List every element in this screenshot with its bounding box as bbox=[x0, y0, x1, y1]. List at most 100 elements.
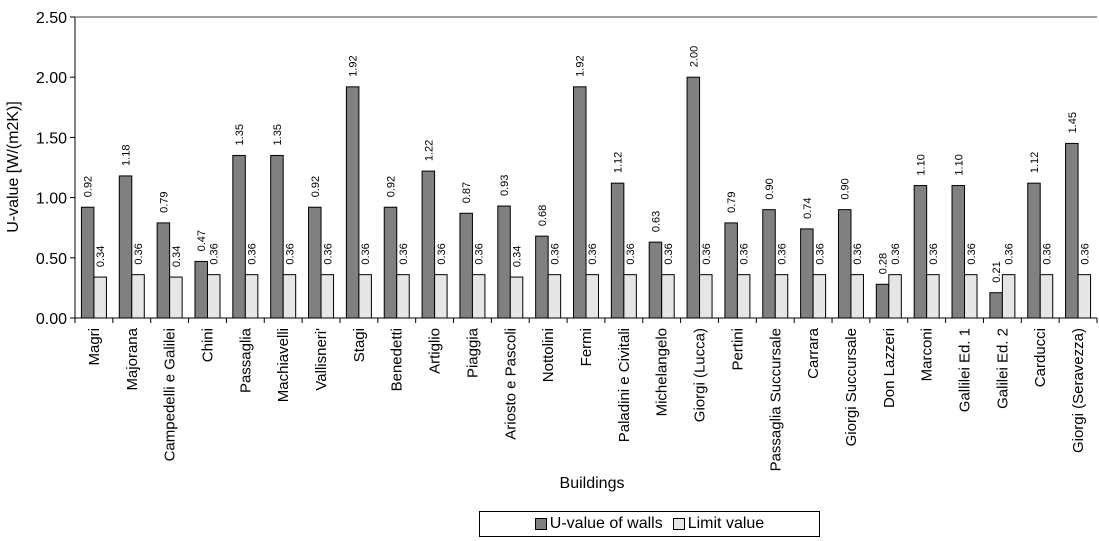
category-label: Stagi bbox=[351, 328, 368, 362]
bar-u-value bbox=[459, 212, 473, 319]
bar-limit-value bbox=[434, 274, 448, 319]
bar-u-value bbox=[837, 209, 852, 319]
category-labels: Magri Majorana Campedelli e Galilei Chini Pa… bbox=[74, 318, 1098, 471]
data-label-u-value: 0.92 bbox=[385, 176, 397, 197]
bar-limit-value bbox=[320, 274, 335, 319]
bar-limit-value bbox=[964, 274, 978, 319]
legend-item-walls: U-value of walls bbox=[534, 515, 663, 533]
category-label: Paladini e Civitali bbox=[616, 328, 633, 442]
category-label: Passaglia Succursale bbox=[767, 328, 784, 471]
y-tick-label: 2.50 bbox=[36, 10, 67, 27]
data-label-u-value: 0.63 bbox=[650, 211, 662, 232]
bar-u-value bbox=[951, 185, 966, 319]
data-label-limit-value: 0.36 bbox=[247, 243, 259, 264]
x-axis-title: Buildings bbox=[560, 475, 625, 492]
category-label: Campedelli e Galilei bbox=[162, 328, 179, 461]
data-label-limit-value: 0.36 bbox=[284, 243, 296, 264]
data-label-u-value: 0.68 bbox=[537, 205, 549, 226]
data-label-u-value: 1.18 bbox=[121, 145, 133, 166]
bar-limit-value bbox=[1077, 274, 1092, 319]
legend-label-walls: U-value of walls bbox=[549, 515, 663, 532]
y-tick-label: 1.50 bbox=[36, 130, 67, 147]
bar-limit-value bbox=[585, 274, 599, 319]
y-axis-ticks: 0.00 0.50 1.00 1.50 2.00 2.50 bbox=[36, 10, 75, 328]
legend-swatch-limit bbox=[672, 518, 685, 530]
bar-u-value bbox=[989, 292, 1003, 319]
data-label-limit-value: 0.36 bbox=[701, 243, 713, 264]
bar-limit-value bbox=[812, 274, 827, 319]
y-tick-label: 0.00 bbox=[36, 311, 67, 328]
category-label: Vallisneri' bbox=[313, 328, 330, 391]
category-label: Fermi bbox=[578, 328, 595, 366]
data-label-u-value: 0.90 bbox=[840, 178, 852, 199]
category-label: Machiavelli bbox=[275, 328, 292, 402]
bar-u-value bbox=[1027, 182, 1041, 319]
data-label-u-value: 2.00 bbox=[688, 46, 700, 67]
bar-u-value bbox=[686, 76, 701, 319]
data-label-u-value: 0.90 bbox=[764, 178, 776, 199]
bar-limit-value bbox=[850, 274, 864, 319]
category-label: Pertini bbox=[729, 328, 746, 371]
data-label-u-value: 1.35 bbox=[234, 124, 246, 145]
y-tick-label: 2.00 bbox=[36, 70, 67, 87]
data-label-limit-value: 0.36 bbox=[625, 243, 637, 264]
category-label: Giorgi Succursale bbox=[843, 328, 860, 446]
bar-u-value bbox=[800, 228, 814, 319]
category-label: Artiglio bbox=[427, 328, 444, 374]
category-label: Galilei Ed. 2 bbox=[994, 328, 1011, 409]
bar-limit-value bbox=[547, 274, 562, 319]
data-label-limit-value: 0.36 bbox=[739, 243, 751, 264]
data-label-limit-value: 0.36 bbox=[1004, 243, 1016, 264]
data-label-limit-value: 0.36 bbox=[474, 243, 486, 264]
data-label-u-value: 1.45 bbox=[1067, 112, 1079, 133]
data-label-u-value: 1.35 bbox=[272, 124, 284, 145]
bar-limit-value bbox=[774, 274, 789, 319]
bar-limit-value bbox=[169, 276, 183, 319]
data-label-limit-value: 0.36 bbox=[1041, 243, 1053, 264]
bar-limit-value bbox=[282, 274, 297, 319]
data-label-limit-value: 0.36 bbox=[663, 243, 675, 264]
data-label-limit-value: 0.36 bbox=[436, 243, 448, 264]
bar-u-value bbox=[610, 182, 625, 319]
data-label-limit-value: 0.34 bbox=[171, 246, 183, 267]
category-label: Giorgi (Lucca) bbox=[692, 328, 709, 422]
bar-u-value bbox=[497, 205, 511, 319]
category-label: Gallilei Ed. 1 bbox=[957, 328, 974, 412]
bar-u-value bbox=[345, 86, 360, 319]
bar-limit-value bbox=[1039, 274, 1054, 319]
bar-limit-value bbox=[396, 274, 410, 319]
data-label-limit-value: 0.36 bbox=[777, 243, 789, 264]
legend: U-value of walls Limit value bbox=[479, 511, 820, 537]
data-label-limit-value: 0.36 bbox=[587, 243, 599, 264]
bar-limit-value bbox=[206, 274, 221, 319]
data-label-limit-value: 0.36 bbox=[360, 243, 372, 264]
bar-u-value bbox=[80, 206, 95, 319]
data-label-limit-value: 0.36 bbox=[966, 243, 978, 264]
category-label: Nottolini bbox=[540, 328, 557, 382]
category-label: Marconi bbox=[919, 328, 936, 381]
data-label-u-value: 0.21 bbox=[991, 261, 1003, 282]
data-label-u-value: 0.47 bbox=[196, 230, 208, 251]
y-tick-label: 0.50 bbox=[36, 251, 67, 268]
data-label-u-value: 0.28 bbox=[878, 253, 890, 274]
bar-u-value bbox=[383, 206, 398, 319]
bar-u-value bbox=[270, 154, 284, 319]
data-label-u-value: 0.92 bbox=[310, 176, 322, 197]
data-label-limit-value: 0.34 bbox=[512, 246, 524, 267]
bar-u-value bbox=[421, 170, 436, 319]
bar-limit-value bbox=[509, 276, 524, 319]
data-label-limit-value: 0.36 bbox=[852, 243, 864, 264]
data-label-u-value: 0.93 bbox=[499, 175, 511, 196]
bar-limit-value bbox=[926, 274, 940, 319]
bar-u-value bbox=[913, 185, 928, 319]
bar-u-value bbox=[875, 283, 890, 319]
bar-limit-value bbox=[888, 274, 902, 319]
bar-u-value bbox=[762, 209, 776, 319]
data-label-limit-value: 0.36 bbox=[398, 243, 410, 264]
bar-limit-value bbox=[358, 274, 372, 319]
data-label-u-value: 1.22 bbox=[423, 140, 435, 161]
category-label: Ariosto e Pascoli bbox=[502, 328, 519, 440]
data-label-limit-value: 0.34 bbox=[95, 246, 107, 267]
bar-u-value bbox=[194, 260, 208, 319]
